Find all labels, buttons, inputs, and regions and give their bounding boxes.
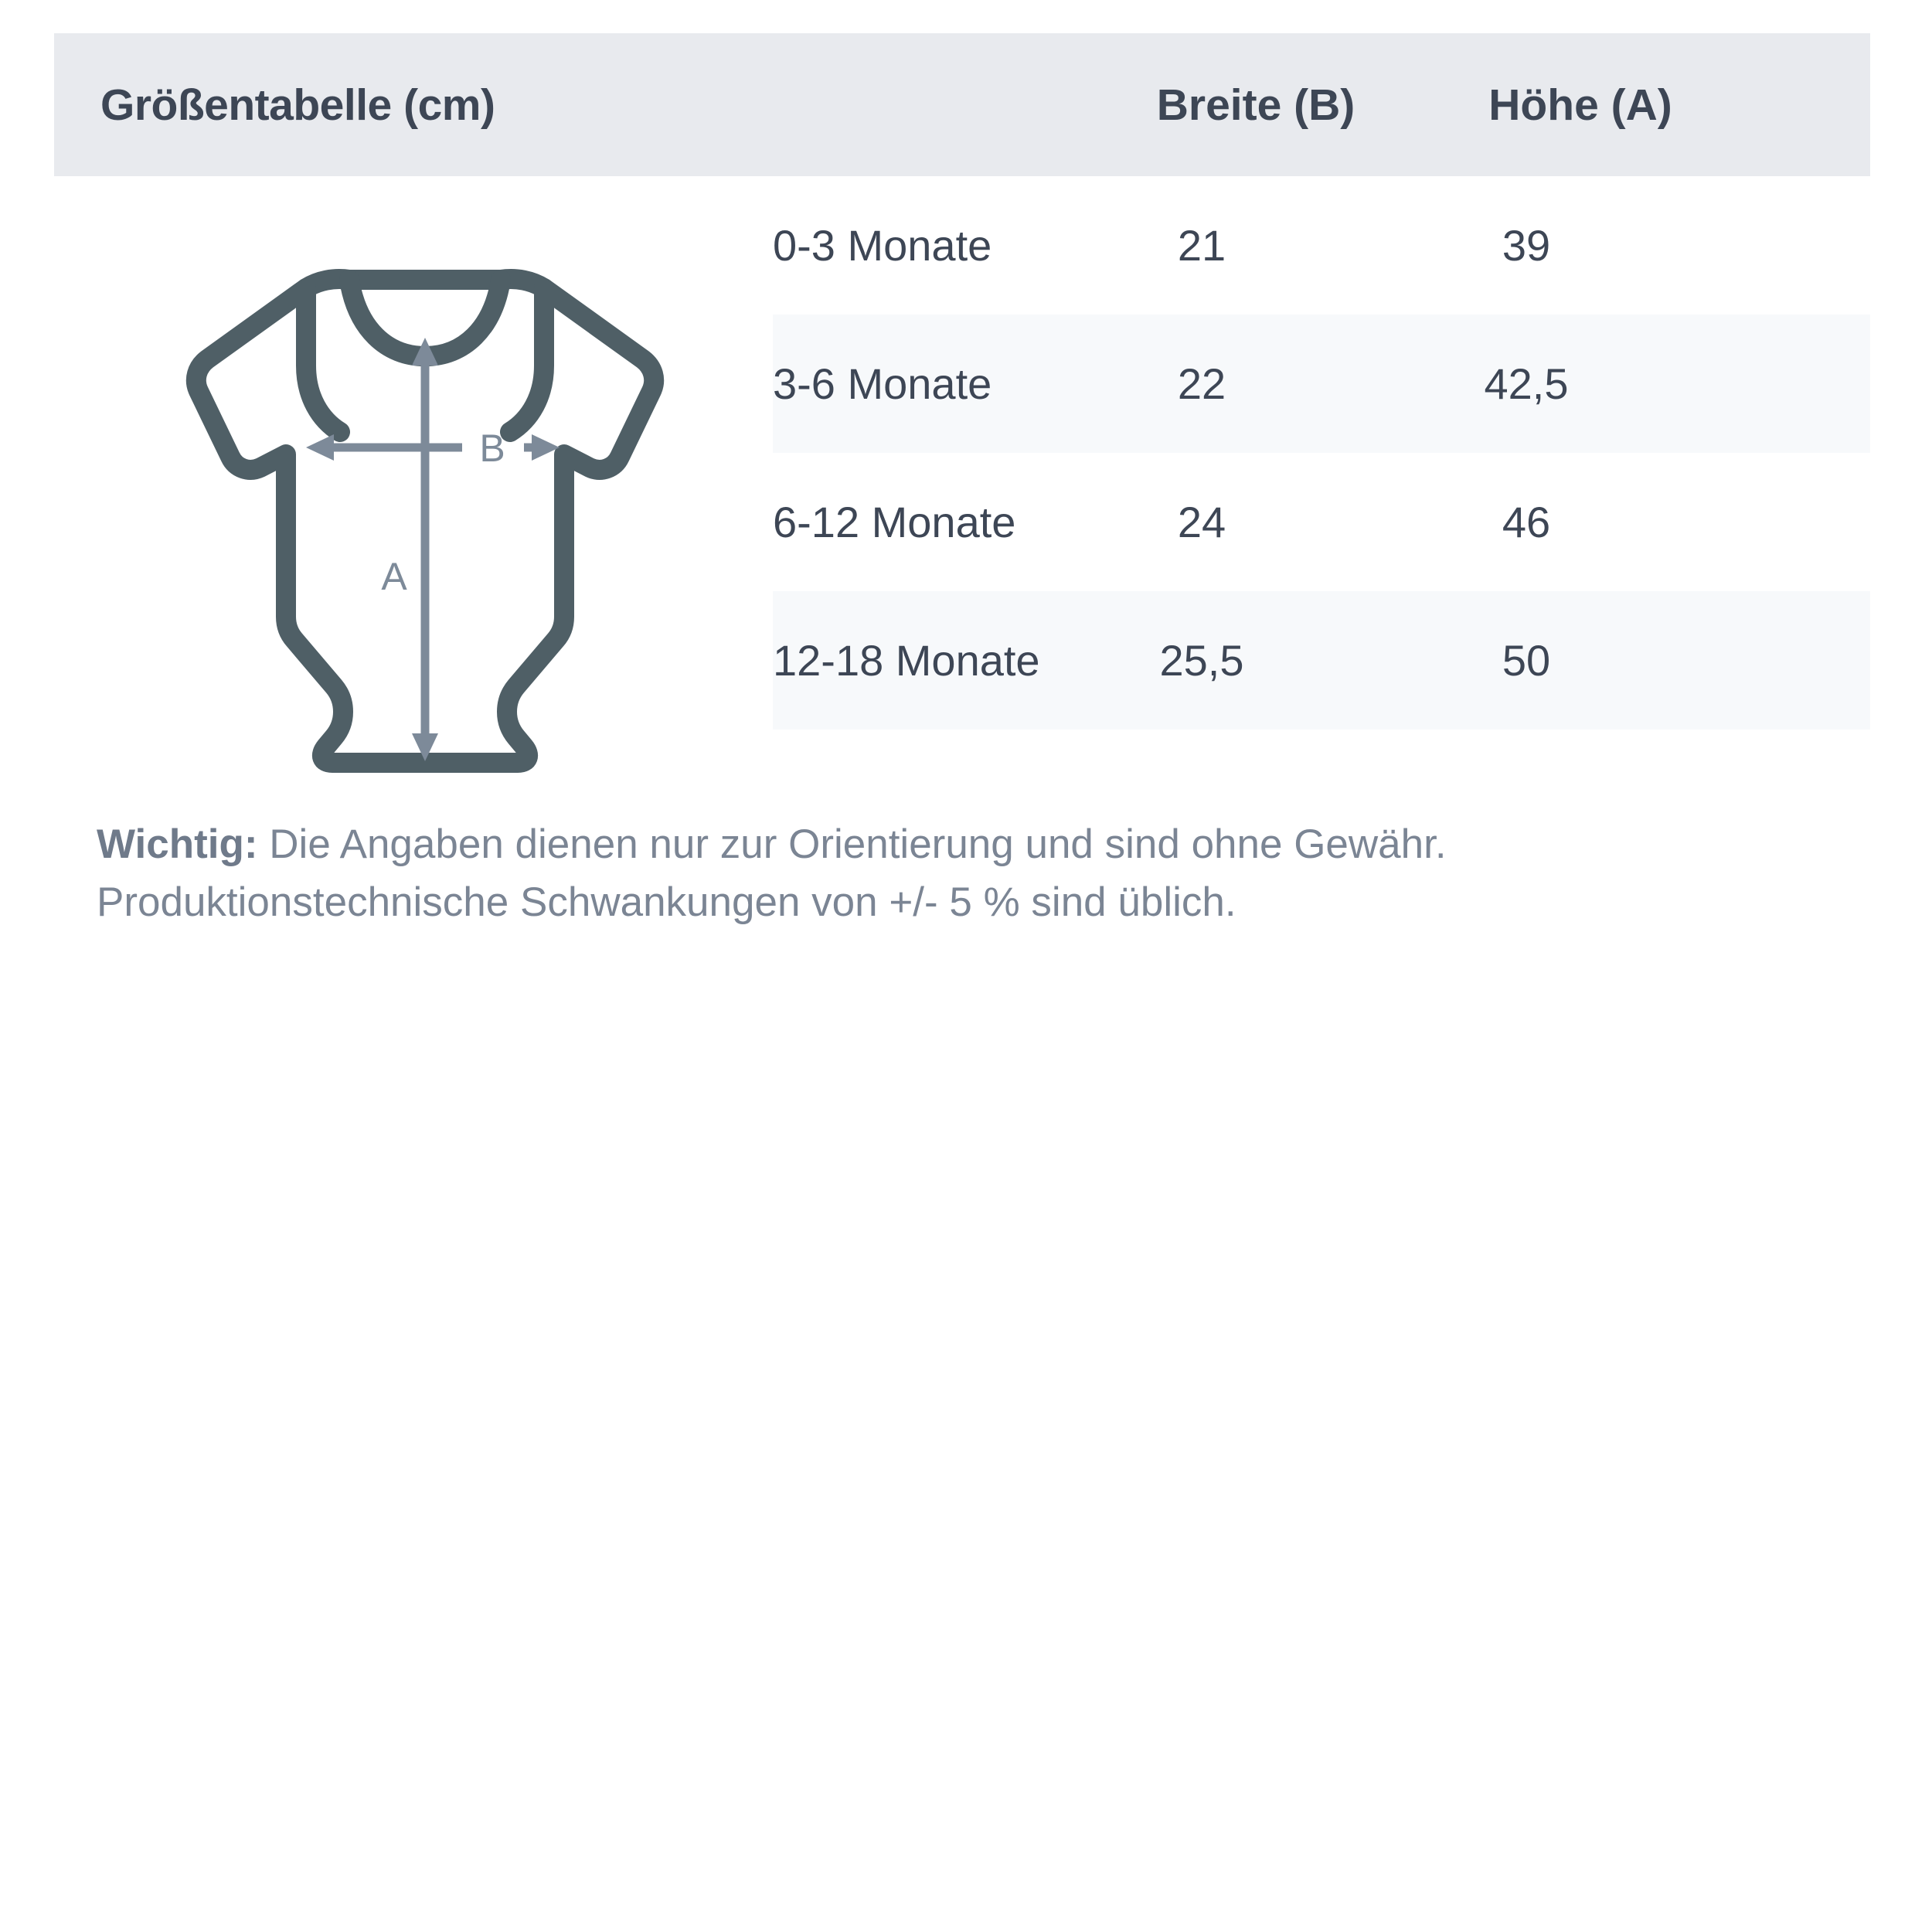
height-label: A — [381, 555, 407, 598]
disclaimer-note: Wichtig: Die Angaben dienen nur zur Orie… — [97, 815, 1835, 932]
cell-height: 42,5 — [1484, 359, 1569, 408]
column-header-height: Höhe (A) — [1488, 80, 1672, 130]
cell-size: 6-12 Monate — [773, 498, 1016, 546]
cell-width: 22 — [1177, 359, 1226, 408]
disclaimer-line-2: Produktionstechnische Schwankungen von +… — [97, 879, 1236, 926]
cell-width: 24 — [1177, 498, 1226, 546]
cell-width: 25,5 — [1159, 636, 1244, 685]
cell-width: 21 — [1177, 221, 1226, 270]
height-arrow-head-bottom — [412, 733, 438, 761]
dimension-arrows — [306, 338, 560, 761]
cell-height: 39 — [1502, 221, 1551, 270]
table-row: 6-12 Monate 24 46 — [773, 453, 1870, 591]
disclaimer-line-1: Die Angaben dienen nur zur Orientierung … — [257, 821, 1447, 867]
table-row: 0-3 Monate 21 39 — [773, 176, 1870, 315]
page-title: Größentabelle (cm) — [100, 80, 495, 130]
column-header-width: Breite (B) — [1156, 80, 1355, 130]
height-arrow-head-top — [412, 338, 438, 366]
width-arrow-head-right — [532, 434, 560, 461]
width-arrow-head-left — [306, 434, 334, 461]
size-table: 0-3 Monate 21 39 3-6 Monate 22 42,5 6-12… — [773, 176, 1870, 730]
cell-height: 46 — [1502, 498, 1551, 546]
table-row: 3-6 Monate 22 42,5 — [773, 315, 1870, 453]
size-chart-header: Größentabelle (cm) Breite (B) Höhe (A) — [54, 33, 1870, 176]
disclaimer-emphasis: Wichtig: — [97, 821, 258, 867]
table-row: 12-18 Monate 25,5 50 — [773, 591, 1870, 730]
width-label: B — [479, 427, 505, 470]
bodysuit-outline-icon — [185, 269, 665, 773]
cell-size: 12-18 Monate — [773, 636, 1040, 685]
cell-size: 0-3 Monate — [773, 221, 992, 270]
cell-height: 50 — [1502, 636, 1551, 685]
cell-size: 3-6 Monate — [773, 359, 992, 408]
bodysuit-illustration: B A — [155, 243, 696, 792]
